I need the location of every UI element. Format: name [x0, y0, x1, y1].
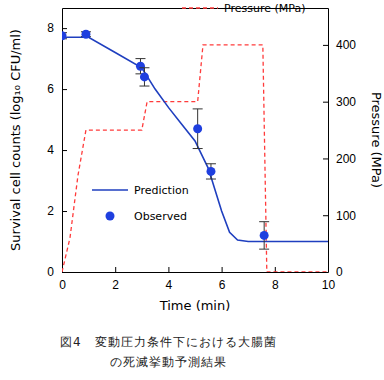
y2-axis-title: Pressure (MPa) — [369, 92, 384, 188]
tick-mark — [323, 158, 328, 159]
legend-label: Pressure (MPa) — [224, 2, 305, 15]
tick-label: 4 — [166, 278, 173, 292]
tick-label: 0 — [47, 265, 54, 279]
y2-axis: 0 100 200 300 400 — [323, 9, 356, 280]
point — [260, 231, 269, 240]
tick-mark — [62, 150, 67, 151]
tick-label: 8 — [272, 278, 279, 292]
tick: 100 — [323, 209, 356, 223]
plot-area: 0246810024680100200300400Pressure (MPa)P… — [47, 2, 356, 292]
y-axis-title: Survival cell counts (log₁₀ CFU/ml) — [8, 29, 23, 251]
chart: 0246810024680100200300400Pressure (MPa)P… — [0, 0, 384, 380]
legend-swatch — [182, 7, 218, 9]
tick: 0 — [47, 265, 67, 279]
tick-label: 8 — [47, 21, 54, 35]
tick-mark — [323, 215, 328, 216]
error-bar-cap — [139, 67, 149, 68]
axis-line — [62, 9, 63, 273]
tick: 400 — [323, 38, 356, 52]
tick-mark — [323, 45, 328, 46]
tick: 4 — [47, 143, 67, 157]
tick-mark — [323, 102, 328, 103]
tick: 200 — [323, 152, 356, 166]
tick: 4 — [166, 267, 173, 292]
error-bar — [193, 109, 203, 149]
y-axis: 0 2 4 6 8 — [47, 9, 67, 280]
data-marks — [62, 30, 328, 272]
tick-label: 2 — [112, 278, 119, 292]
legend-label: Prediction — [134, 184, 189, 197]
line — [62, 45, 328, 272]
tick-label: 4 — [47, 143, 54, 157]
tick: 8 — [272, 267, 279, 292]
tick-mark — [323, 272, 328, 273]
error-bar-cap — [206, 163, 216, 164]
error-bar-cap — [135, 58, 145, 59]
tick-mark — [62, 272, 67, 273]
point — [206, 167, 215, 176]
error-bar — [259, 222, 269, 249]
error-bar-cap — [259, 221, 269, 222]
point — [136, 62, 145, 71]
error-bar-cap — [193, 108, 203, 109]
axis-line — [328, 9, 329, 273]
legend: Pressure (MPa) Prediction Observed — [92, 2, 305, 223]
legend-swatch — [92, 189, 128, 191]
tick: 2 — [112, 267, 119, 292]
tick-label: 2 — [47, 204, 54, 218]
caption: 図4 変動圧力条件下における大腸菌 — [60, 335, 277, 349]
error-bar-cap — [193, 148, 203, 149]
tick-mark — [115, 267, 116, 272]
tick-mark — [222, 267, 223, 272]
tick-label: 6 — [219, 278, 226, 292]
tick-mark — [275, 267, 276, 272]
tick-label: 0 — [59, 278, 66, 292]
error-bar — [139, 68, 149, 86]
tick-label: 200 — [336, 152, 356, 166]
error-bar — [206, 164, 216, 179]
tick-label: 0 — [336, 265, 343, 279]
tick-label: 400 — [336, 38, 356, 52]
tick-label: 300 — [336, 95, 356, 109]
tick-mark — [62, 211, 67, 212]
caption: の死滅挙動予測結果 — [110, 355, 227, 369]
point — [81, 30, 90, 39]
tick: 0 — [323, 265, 343, 279]
tick: 300 — [323, 95, 356, 109]
x-axis: 0 2 4 6 8 10 — [59, 267, 335, 292]
tick-label: 10 — [322, 278, 336, 292]
error-bar-cap — [206, 179, 216, 180]
tick: 6 — [219, 267, 226, 292]
tick-label: 6 — [47, 82, 54, 96]
legend-swatch — [106, 212, 115, 221]
tick: 2 — [47, 204, 67, 218]
legend-label: Observed — [134, 210, 187, 223]
x-axis-title: Time (min) — [159, 298, 231, 313]
axis-line — [63, 272, 329, 273]
error-bar-cap — [259, 249, 269, 250]
tick-mark — [62, 28, 67, 29]
point — [62, 31, 67, 40]
tick-mark — [168, 267, 169, 272]
tick-label: 100 — [336, 209, 356, 223]
error-bar-cap — [139, 86, 149, 87]
line — [62, 37, 328, 241]
tick: 6 — [47, 82, 67, 96]
point — [193, 124, 202, 133]
tick-mark — [62, 89, 67, 90]
point — [140, 72, 149, 81]
